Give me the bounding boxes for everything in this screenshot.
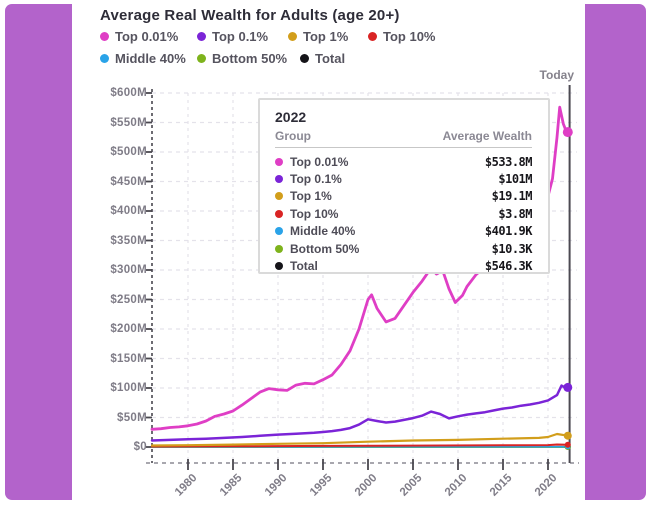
legend-label: Top 0.01% [115,29,179,44]
tooltip-series-label: Top 10% [290,206,339,221]
y-tick-label: $550M [110,116,147,129]
series-end-dot-top-10 [564,441,571,448]
y-tick-label: $300M [110,264,147,276]
legend-item-middle-40[interactable]: Middle 40% [100,51,197,66]
tooltip-series-dot-icon [275,244,283,253]
tooltip-series-value: $19.1M [491,189,533,204]
tooltip-series-value: $101M [498,172,532,187]
legend-item-top-0-01[interactable]: Top 0.01% [100,29,197,44]
legend-dot-icon [100,54,109,63]
tooltip-series-value: $546.3K [484,259,533,274]
y-tick-label: $150M [110,352,147,365]
legend-label: Top 1% [303,29,349,44]
legend-dot-icon [197,32,206,41]
tooltip-row-top-0-1: Top 0.1% $101M [275,170,532,187]
tooltip-row-bottom-50: Bottom 50% $10.3K [275,240,533,257]
tooltip-row-total: Total $546.3K [275,257,533,274]
chart-title: Average Real Wealth for Adults (age 20+) [100,7,400,24]
tooltip-row-top-0-01: Top 0.01% $533.8M [275,153,533,170]
legend-item-top-1[interactable]: Top 1% [288,29,368,44]
legend-item-total[interactable]: Total [300,51,345,66]
tooltip-series-label: Top 1% [290,189,332,204]
series-end-dot-top-0-01 [562,127,573,138]
tooltip-row-top-1: Top 1% $19.1M [275,188,533,205]
tooltip-series-value: $3.8M [498,206,532,221]
legend-label: Top 10% [383,29,436,44]
legend-label: Middle 40% [115,51,186,66]
tooltip-series-dot-icon [275,175,283,184]
tooltip-series-value: $533.8M [484,154,533,169]
tooltip-row-middle-40: Middle 40% $401.9K [275,223,533,240]
legend-dot-icon [368,32,377,41]
legend-item-top-0-1[interactable]: Top 0.1% [197,29,288,44]
hover-tooltip: 2022 Group Average Wealth Top 0.01% $533.… [258,98,550,274]
series-line-top-1[interactable] [150,432,569,447]
today-label: Today [539,68,574,82]
legend-item-bottom-50[interactable]: Bottom 50% [197,51,300,66]
y-tick-label: $350M [110,234,147,247]
tooltip-value-header: Average Wealth [442,129,532,143]
legend-label: Total [315,51,346,66]
tooltip-header: Group Average Wealth [275,129,532,148]
tooltip-series-dot-icon [275,192,283,201]
tooltip-year: 2022 [275,109,307,125]
tooltip-series-dot-icon [275,209,283,218]
tooltip-series-label: Bottom 50% [290,241,360,256]
tooltip-series-label: Total [290,259,318,274]
series-end-dot-top-0-1 [563,382,573,392]
tooltip-series-dot-icon [275,262,283,271]
y-tick-label: $50M [117,411,147,424]
y-tick-label: $600M [110,87,147,99]
series-line-top-0-1[interactable] [150,384,570,442]
tooltip-series-value: $401.9K [484,224,533,239]
tooltip-series-value: $10.3K [491,241,533,256]
y-tick-label: $100M [110,382,147,394]
y-tick-label: $200M [110,323,147,335]
y-tick-label: $400M [110,205,147,217]
series-line-top-10[interactable] [151,443,569,448]
y-tick-label: $500M [110,146,147,158]
tooltip-series-dot-icon [275,227,283,236]
tooltip-row-top-10: Top 10% $3.8M [275,205,532,222]
series-end-dot-top-1 [563,431,572,440]
tooltip-series-label: Top 0.1% [290,172,342,187]
legend-label: Top 0.1% [212,29,269,44]
tooltip-group-header: Group [275,129,311,143]
chart-panel: Average Real Wealth for Adults (age 20+)… [72,4,585,500]
tooltip-series-label: Middle 40% [290,224,356,239]
legend-item-top-10[interactable]: Top 10% [368,29,436,44]
tooltip-rows: Top 0.01% $533.8M Top 0.1% $101M Top 1% $19.1… [275,153,533,275]
legend-label: Bottom 50% [212,51,288,66]
legend-dot-icon [288,32,297,41]
tooltip-series-label: Top 0.01% [290,154,349,169]
legend-dot-icon [300,54,309,63]
legend-dot-icon [197,54,206,63]
legend-row-1: Top 0.01% Top 0.1% Top 1% Top 10% [100,29,436,44]
y-tick-label: $0 [133,441,147,453]
y-tick-label: $450M [110,175,147,188]
tooltip-series-dot-icon [275,157,283,166]
legend-dot-icon [100,32,109,41]
legend-row-2: Middle 40% Bottom 50% Total [100,51,345,66]
y-tick-label: $250M [110,293,147,306]
